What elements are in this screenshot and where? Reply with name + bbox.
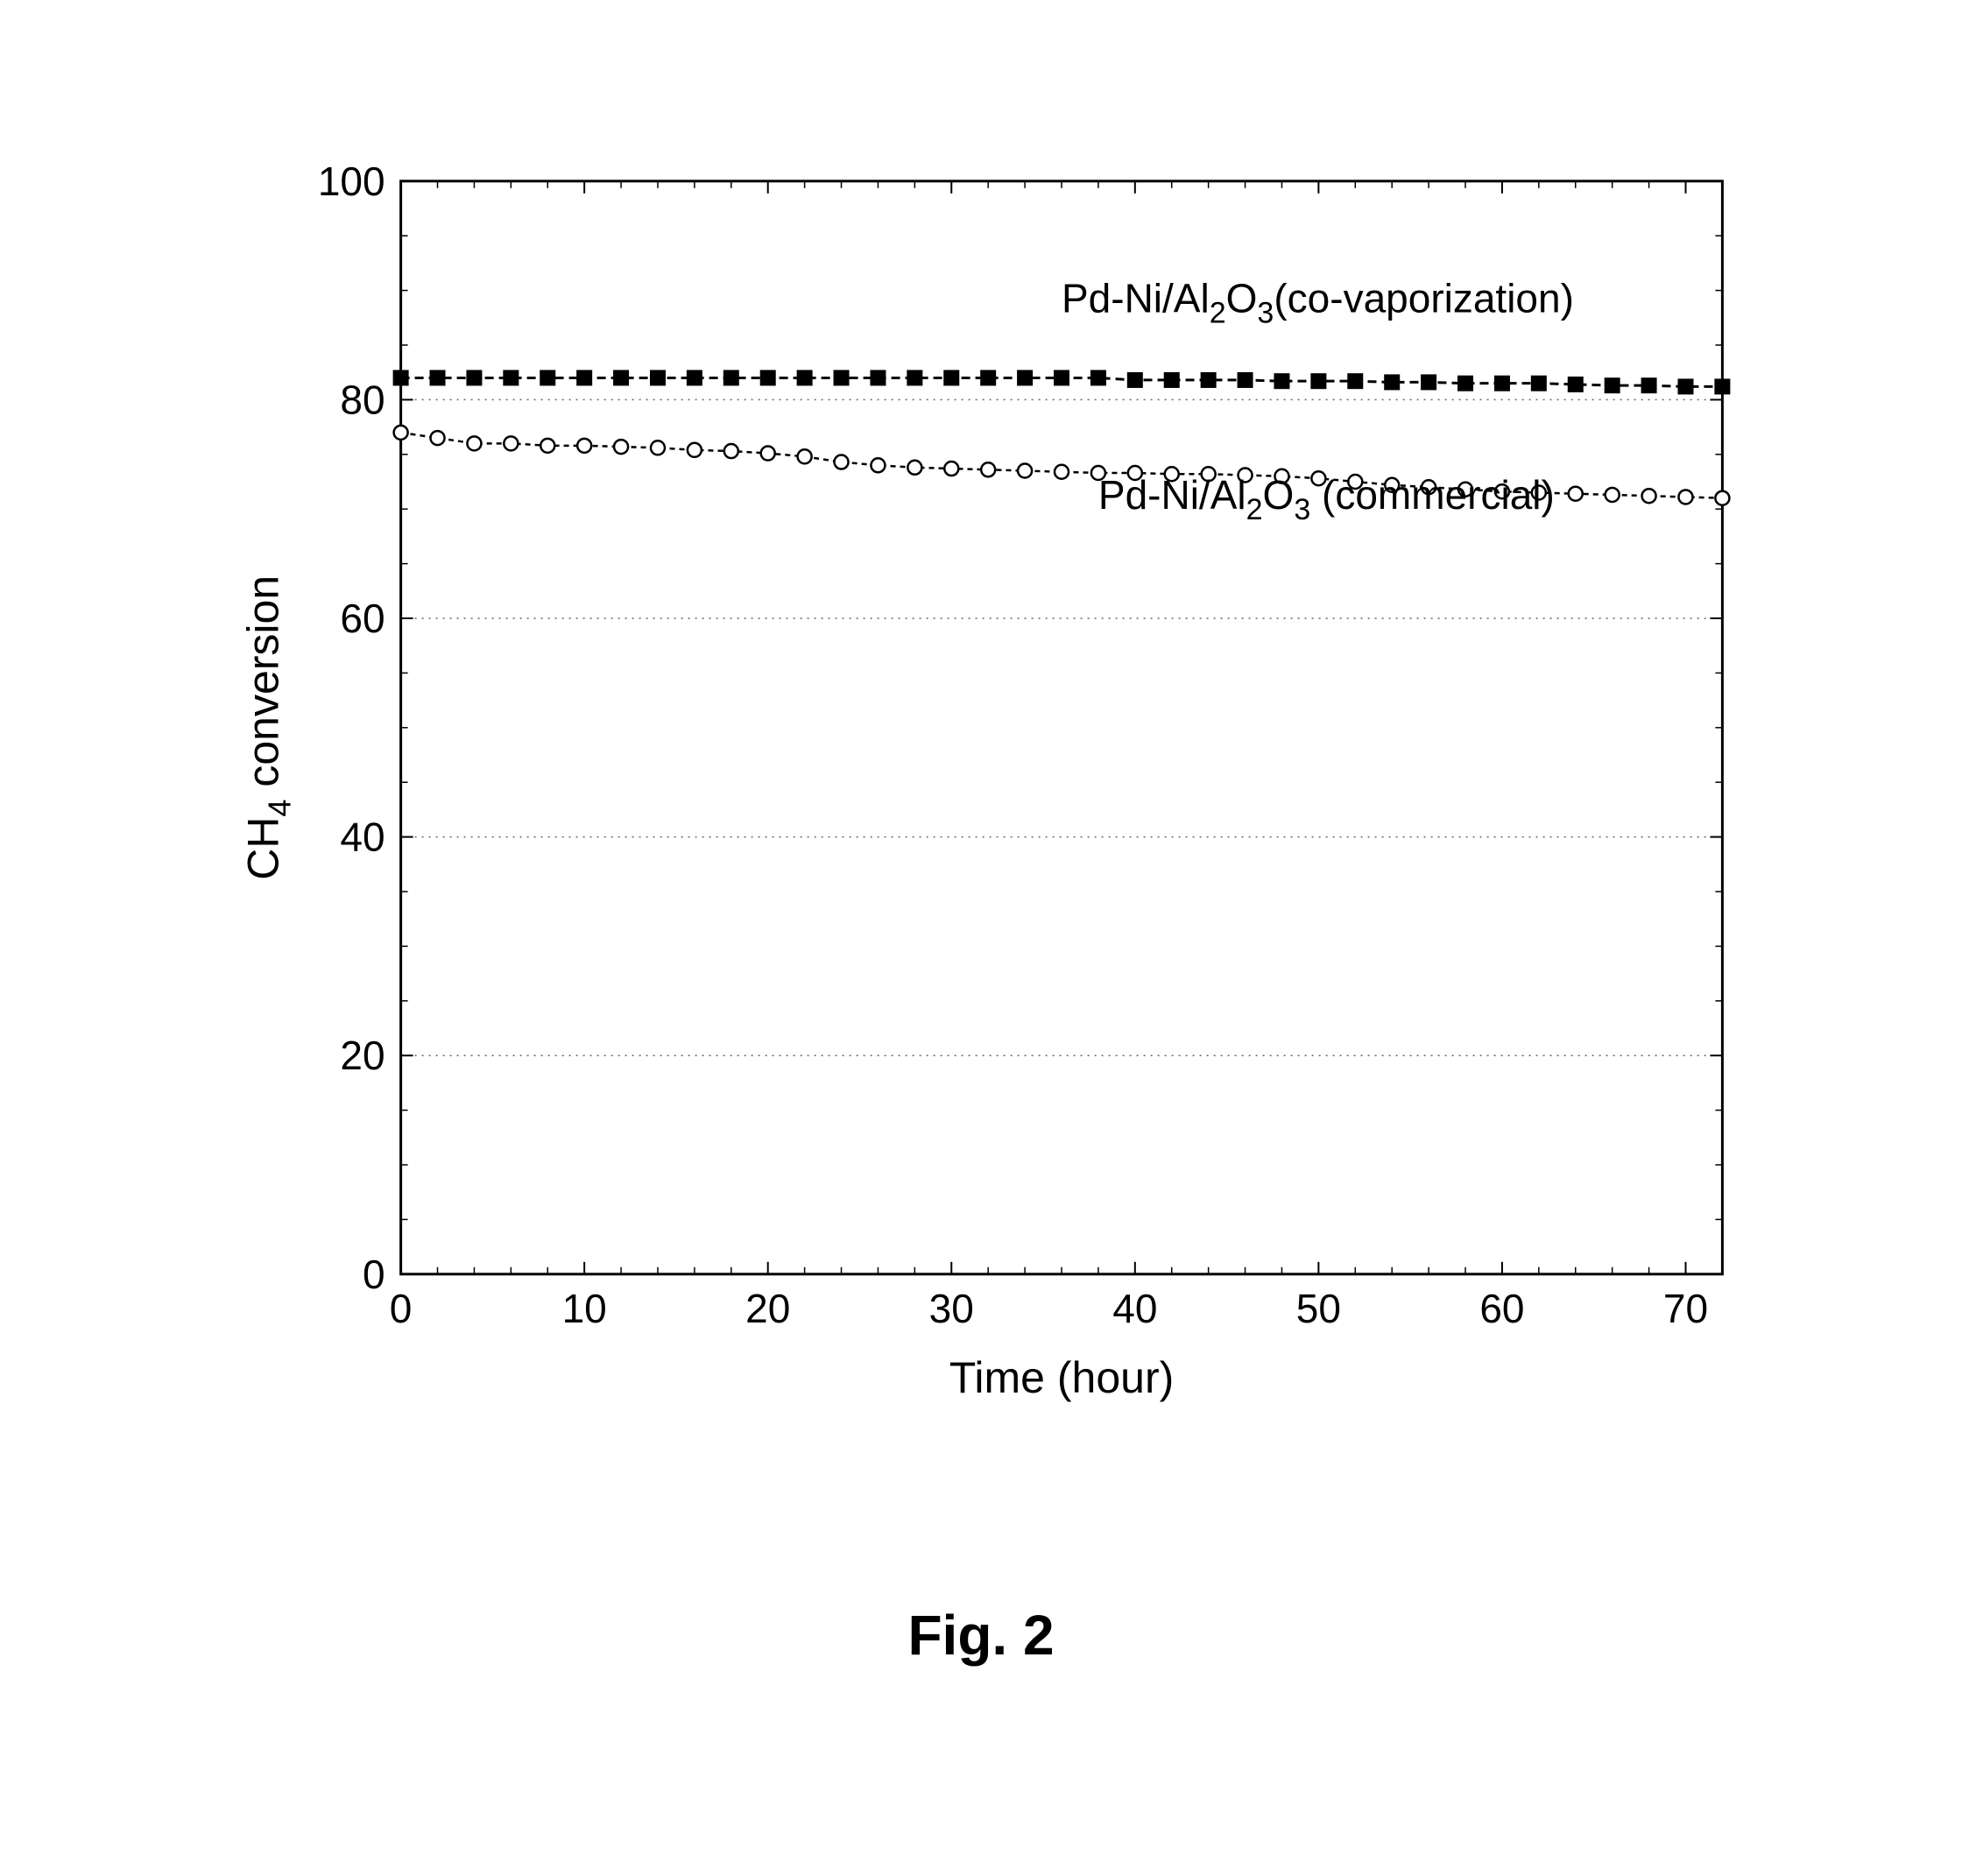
series-marker-square (1532, 377, 1546, 391)
series-marker-square (1715, 379, 1729, 393)
series-marker-square (1495, 377, 1509, 391)
series-marker-square (540, 370, 554, 384)
series-marker-circle (688, 443, 702, 457)
series-marker-circle (504, 436, 518, 450)
series-marker-square (761, 370, 775, 384)
series-marker-square (1165, 373, 1179, 387)
series-marker-square (577, 370, 591, 384)
xtick-label: 60 (1479, 1286, 1524, 1331)
series-marker-circle (1715, 491, 1729, 505)
series-marker-circle (614, 440, 628, 454)
series-marker-circle (577, 439, 591, 453)
series-marker-square (1678, 379, 1692, 393)
series-marker-square (1311, 374, 1325, 388)
ytick-label: 60 (340, 596, 385, 641)
series-marker-square (871, 370, 885, 384)
series-marker-circle (871, 458, 885, 472)
series-marker-square (1091, 370, 1105, 384)
series-marker-square (614, 370, 628, 384)
plot-area (401, 181, 1723, 1274)
series-marker-square (1202, 373, 1216, 387)
series-marker-circle (798, 449, 812, 463)
series-marker-square (981, 370, 995, 384)
series-marker-circle (1642, 489, 1656, 503)
xtick-label: 40 (1112, 1286, 1157, 1331)
series-marker-circle (944, 462, 958, 476)
figure-caption: Fig. 2 (0, 1603, 1962, 1668)
series-marker-circle (1569, 487, 1583, 501)
series-marker-square (504, 370, 518, 384)
ytick-label: 0 (363, 1252, 385, 1297)
series-marker-circle (761, 447, 775, 461)
series-marker-circle (835, 455, 849, 469)
series-marker-circle (394, 426, 408, 440)
series-marker-square (651, 370, 665, 384)
page: 010203040506070020406080100Pd-Ni/Al2O3(c… (0, 0, 1962, 1876)
line-chart: 010203040506070020406080100Pd-Ni/Al2O3(c… (175, 140, 1787, 1506)
series-marker-circle (540, 439, 554, 453)
series-marker-circle (981, 462, 995, 476)
series-marker-square (688, 370, 702, 384)
series-marker-circle (431, 431, 445, 445)
series-marker-square (1569, 377, 1583, 391)
ytick-label: 80 (340, 377, 385, 422)
series-marker-square (798, 370, 812, 384)
series-marker-square (724, 370, 738, 384)
series-marker-square (431, 370, 445, 384)
xtick-label: 10 (562, 1286, 607, 1331)
xtick-label: 0 (390, 1286, 413, 1331)
xtick-label: 70 (1663, 1286, 1708, 1331)
ytick-label: 20 (340, 1033, 385, 1078)
xtick-label: 50 (1296, 1286, 1341, 1331)
series-marker-square (944, 370, 958, 384)
series-marker-square (1274, 374, 1288, 388)
series-marker-square (907, 370, 921, 384)
series-marker-square (1239, 373, 1253, 387)
series-marker-square (394, 370, 408, 384)
series-marker-circle (1055, 465, 1069, 479)
series-marker-square (1128, 373, 1142, 387)
y-axis-label: CH4 conversion (239, 575, 298, 880)
x-axis-label: Time (hour) (949, 1353, 1175, 1402)
series-marker-circle (1018, 464, 1032, 478)
series-marker-circle (1678, 490, 1692, 504)
xtick-label: 20 (745, 1286, 790, 1331)
series-marker-square (1458, 377, 1472, 391)
series-marker-square (1422, 375, 1436, 389)
series-marker-square (1606, 378, 1620, 392)
series-marker-circle (467, 436, 481, 450)
series-marker-circle (724, 444, 738, 458)
series-marker-square (1018, 370, 1032, 384)
series-marker-circle (907, 461, 921, 475)
series-marker-square (1055, 370, 1069, 384)
series-marker-circle (1606, 488, 1620, 502)
series-marker-square (1642, 378, 1656, 392)
ytick-label: 40 (340, 815, 385, 860)
series-marker-square (1385, 375, 1399, 389)
series-marker-circle (651, 441, 665, 455)
chart-container: 010203040506070020406080100Pd-Ni/Al2O3(c… (175, 140, 1787, 1506)
ytick-label: 100 (318, 159, 385, 204)
xtick-label: 30 (929, 1286, 974, 1331)
series-marker-square (1348, 374, 1362, 388)
series-marker-square (467, 370, 481, 384)
series-marker-square (835, 370, 849, 384)
